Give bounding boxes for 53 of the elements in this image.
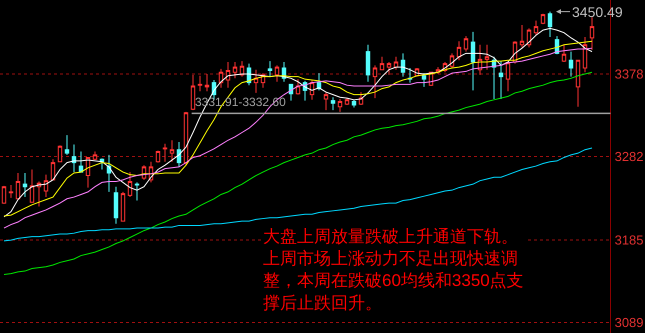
candlestick [338, 98, 342, 112]
candlestick [366, 44, 370, 82]
candlestick [134, 182, 140, 201]
candlestick [268, 60, 272, 78]
candlestick [352, 99, 356, 108]
candlestick [534, 20, 538, 36]
candlestick [274, 64, 280, 82]
candlestick [506, 62, 510, 92]
candlestick [470, 31, 476, 91]
candlestick [120, 191, 126, 222]
candlestick [58, 144, 62, 162]
candlestick [386, 61, 392, 76]
candlestick [568, 51, 574, 78]
candlestick [8, 184, 14, 198]
candlestick [114, 186, 118, 224]
candlestick [520, 24, 524, 48]
candlestick [106, 154, 112, 192]
candlestick [254, 69, 258, 94]
candlestick [232, 61, 238, 79]
candlestick [562, 44, 566, 62]
candlestick [498, 60, 504, 100]
y-tick-label: 3089 [614, 315, 644, 330]
candlestick [22, 172, 28, 198]
candlestick [576, 60, 580, 108]
candlestick [170, 140, 174, 162]
candlestick [204, 74, 210, 92]
y-tick-label: 3185 [614, 232, 644, 248]
candlestick [408, 67, 412, 84]
annotation: 大盘上周放量跌破上升通道下轨。 [263, 227, 518, 246]
candlestick [190, 74, 196, 111]
candlestick [156, 150, 160, 164]
candlestick [64, 134, 70, 156]
candlestick [380, 56, 384, 70]
candlestick [422, 72, 426, 88]
candlestick [456, 40, 462, 61]
candlestick [44, 174, 48, 198]
candlestick [400, 52, 406, 78]
candlestick [226, 61, 230, 88]
annotation: 上周市场上涨动力不足出现快速调整，本周在跌破60均线和3350点支撑后止跌回升。 [263, 249, 524, 312]
candlestick [330, 96, 336, 111]
candlestick [590, 16, 594, 50]
candlestick [372, 64, 378, 99]
candlestick [464, 36, 468, 52]
candlestick [548, 11, 552, 38]
candlestick [484, 44, 490, 70]
candlestick [198, 75, 202, 92]
candlestick [78, 150, 84, 173]
y-tick-label: 3282 [614, 149, 644, 164]
candlestick [16, 172, 20, 200]
candlestick [30, 169, 34, 203]
candlestick [324, 92, 328, 111]
candlestick [162, 143, 168, 162]
y-tick-label: 3378 [614, 66, 644, 82]
